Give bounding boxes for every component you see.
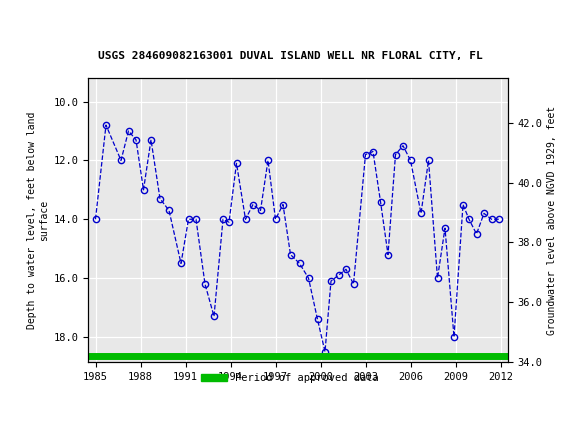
Legend: Period of approved data: Period of approved data [197,369,383,387]
Text: USGS 284609082163001 DUVAL ISLAND WELL NR FLORAL CITY, FL: USGS 284609082163001 DUVAL ISLAND WELL N… [97,51,483,61]
Text: ▒USGS: ▒USGS [9,9,67,25]
Y-axis label: Groundwater level above NGVD 1929, feet: Groundwater level above NGVD 1929, feet [547,105,557,335]
Y-axis label: Depth to water level, feet below land
surface: Depth to water level, feet below land su… [27,111,49,329]
